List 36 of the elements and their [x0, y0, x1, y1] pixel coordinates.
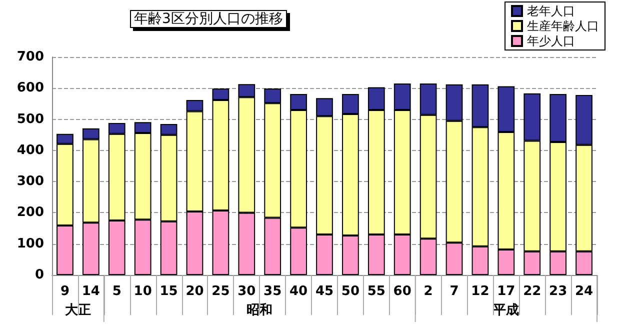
y-tick-label: 200	[16, 205, 44, 220]
y-tick-label: 0	[34, 268, 44, 282]
legend-label: 老年人口	[527, 4, 575, 18]
x-tick-label: 2	[424, 284, 433, 299]
x-tick-label: 15	[160, 284, 178, 299]
text: 大正	[64, 303, 91, 318]
x-tick-label: 24	[574, 284, 594, 299]
x-tick-label: 50	[341, 284, 360, 299]
x-tick-label: 60	[393, 284, 412, 299]
y-tick-label: 400	[16, 142, 44, 158]
y-tick-label: 600	[16, 80, 44, 96]
x-tick-label: 45	[315, 284, 334, 299]
y-tick-label: 700	[16, 50, 44, 64]
chart-title: 年齢3区分別人口の推移	[134, 11, 283, 27]
x-tick-label: 23	[549, 284, 568, 299]
x-tick-label: 10	[134, 284, 152, 299]
x-tick-label: 55	[367, 284, 386, 299]
y-tick-label: 500	[16, 112, 44, 127]
y-tick-label: 100	[16, 236, 44, 252]
x-tick-label: 5	[112, 284, 122, 299]
text: 平成	[492, 303, 520, 318]
x-tick-label: 25	[212, 284, 230, 299]
x-tick-label: 30	[238, 284, 256, 299]
x-tick-label: 17	[497, 284, 516, 299]
x-tick-label: 40	[290, 284, 308, 299]
x-tick-label: 14	[82, 284, 100, 299]
legend-label: 年少人口	[527, 34, 575, 48]
x-tick-label: 22	[523, 284, 542, 299]
legend-label: 生産年齢人口	[527, 19, 599, 33]
x-tick-label: 7	[450, 284, 459, 299]
text: 昭和	[246, 302, 273, 318]
y-tick-label: 300	[16, 174, 44, 190]
x-tick-label: 35	[264, 284, 282, 299]
x-tick-label: 20	[186, 284, 204, 299]
x-tick-label: 9	[60, 284, 70, 299]
x-tick-label: 12	[471, 284, 490, 299]
